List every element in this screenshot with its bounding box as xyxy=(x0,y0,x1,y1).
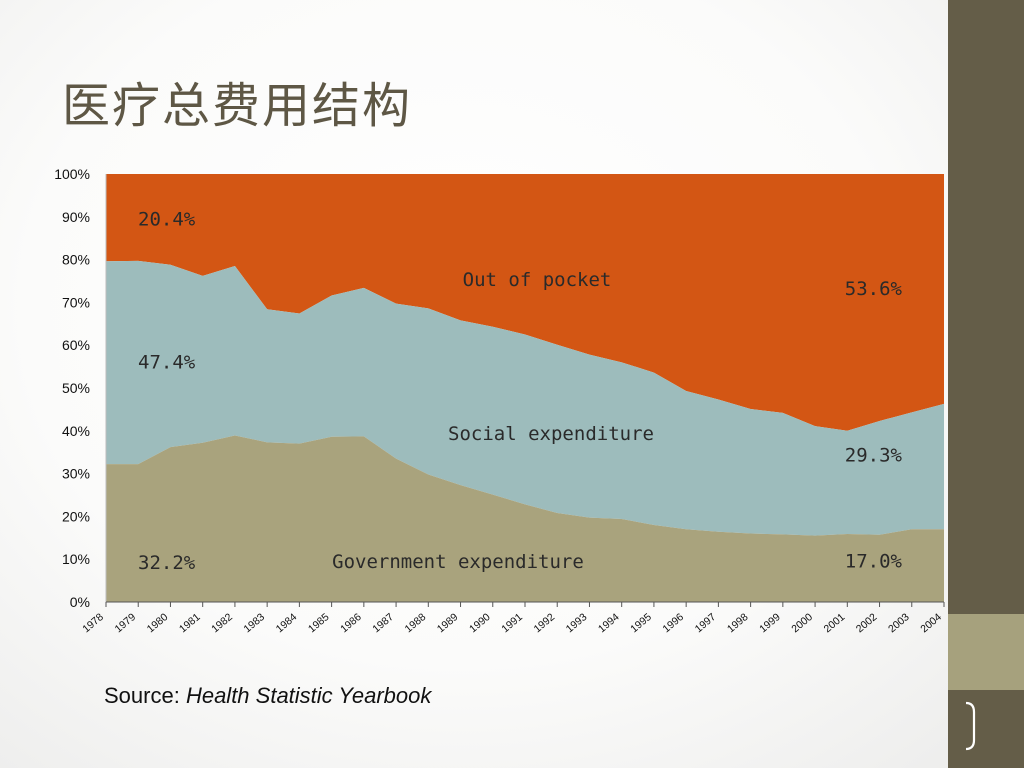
y-tick-label: 60% xyxy=(62,337,90,353)
social-area xyxy=(106,260,944,536)
x-tick-label: 1987 xyxy=(370,611,396,635)
slide-title: 医疗总费用结构 xyxy=(62,78,413,134)
annotation-oop-start: 20.4% xyxy=(138,208,196,230)
x-tick-label: 1978 xyxy=(80,611,106,635)
x-tick-label: 1983 xyxy=(241,611,267,635)
x-tick-label: 2002 xyxy=(854,611,880,635)
x-tick-label: 1991 xyxy=(499,611,525,635)
government-area xyxy=(106,435,944,602)
x-tick-label: 2003 xyxy=(886,611,912,635)
x-axis-labels: 1978 1979 1980 1981 1982 1983 1984 1985 1986 1987… xyxy=(80,611,944,635)
chart-areas xyxy=(106,174,944,602)
y-axis-labels: 0% 10% 20% 30% 40% 50% 60% 70% 80% 90% 100% xyxy=(54,166,90,610)
closing-bracket-icon xyxy=(965,701,976,751)
annotation-gov-end: 17.0% xyxy=(845,551,903,573)
x-tick-label: 1994 xyxy=(596,611,622,635)
annotation-social-end: 29.3% xyxy=(845,445,903,467)
y-tick-label: 90% xyxy=(62,209,90,225)
x-tick-label: 1984 xyxy=(274,611,300,635)
source-note: Source: Health Statistic Yearbook xyxy=(104,683,431,709)
x-tick-label: 1989 xyxy=(435,611,461,635)
x-tick-label: 1992 xyxy=(532,611,558,635)
x-tick-label: 1998 xyxy=(725,611,751,635)
y-tick-label: 30% xyxy=(62,466,90,482)
out-of-pocket-area xyxy=(106,174,944,431)
y-tick-label: 10% xyxy=(62,551,90,567)
x-tick-label: 1999 xyxy=(757,611,783,635)
x-tick-label: 1993 xyxy=(564,611,590,635)
x-tick-label: 2001 xyxy=(822,611,848,635)
x-tick-label: 1995 xyxy=(628,611,654,635)
x-tick-label: 1990 xyxy=(467,611,493,635)
annotation-oop-end: 53.6% xyxy=(845,278,903,300)
x-tick-label: 1996 xyxy=(660,611,686,635)
x-tick-label: 1981 xyxy=(177,611,203,635)
annotation-social-start: 47.4% xyxy=(138,352,196,374)
x-tick-label: 1988 xyxy=(403,611,429,635)
x-tick-label: 1997 xyxy=(693,611,719,635)
x-tick-label: 1979 xyxy=(113,611,139,635)
label-government-expenditure: Government expenditure xyxy=(332,551,584,573)
source-name: Health Statistic Yearbook xyxy=(185,683,432,708)
sidebar-accent-band xyxy=(948,614,1024,690)
x-tick-label: 1980 xyxy=(145,611,171,635)
label-out-of-pocket: Out of pocket xyxy=(463,269,612,291)
y-tick-label: 40% xyxy=(62,423,90,439)
annotation-gov-start: 32.2% xyxy=(138,552,196,574)
x-tick-label: 1982 xyxy=(209,611,235,635)
x-tick-label: 2000 xyxy=(789,611,815,635)
y-tick-label: 50% xyxy=(62,380,90,396)
y-tick-label: 100% xyxy=(54,166,90,182)
source-label: Source: xyxy=(104,683,180,708)
y-tick-label: 20% xyxy=(62,508,90,524)
y-tick-label: 70% xyxy=(62,294,90,310)
chart-annotations: 20.4% 47.4% 32.2% 53.6% 29.3% 17.0% Out of poc… xyxy=(138,208,903,574)
stacked-area-chart: 0%10%20%30%40%50%60%70%80%90%100% 1978 19… xyxy=(54,166,945,635)
x-tick-label: 1985 xyxy=(306,611,332,635)
x-tick-label: 1986 xyxy=(338,611,364,635)
chart-axes xyxy=(105,174,945,607)
y-tick-label: 0% xyxy=(70,594,90,610)
x-tick-label: 2004 xyxy=(918,611,944,635)
label-social-expenditure: Social expenditure xyxy=(448,423,654,445)
y-tick-label: 80% xyxy=(62,252,90,268)
